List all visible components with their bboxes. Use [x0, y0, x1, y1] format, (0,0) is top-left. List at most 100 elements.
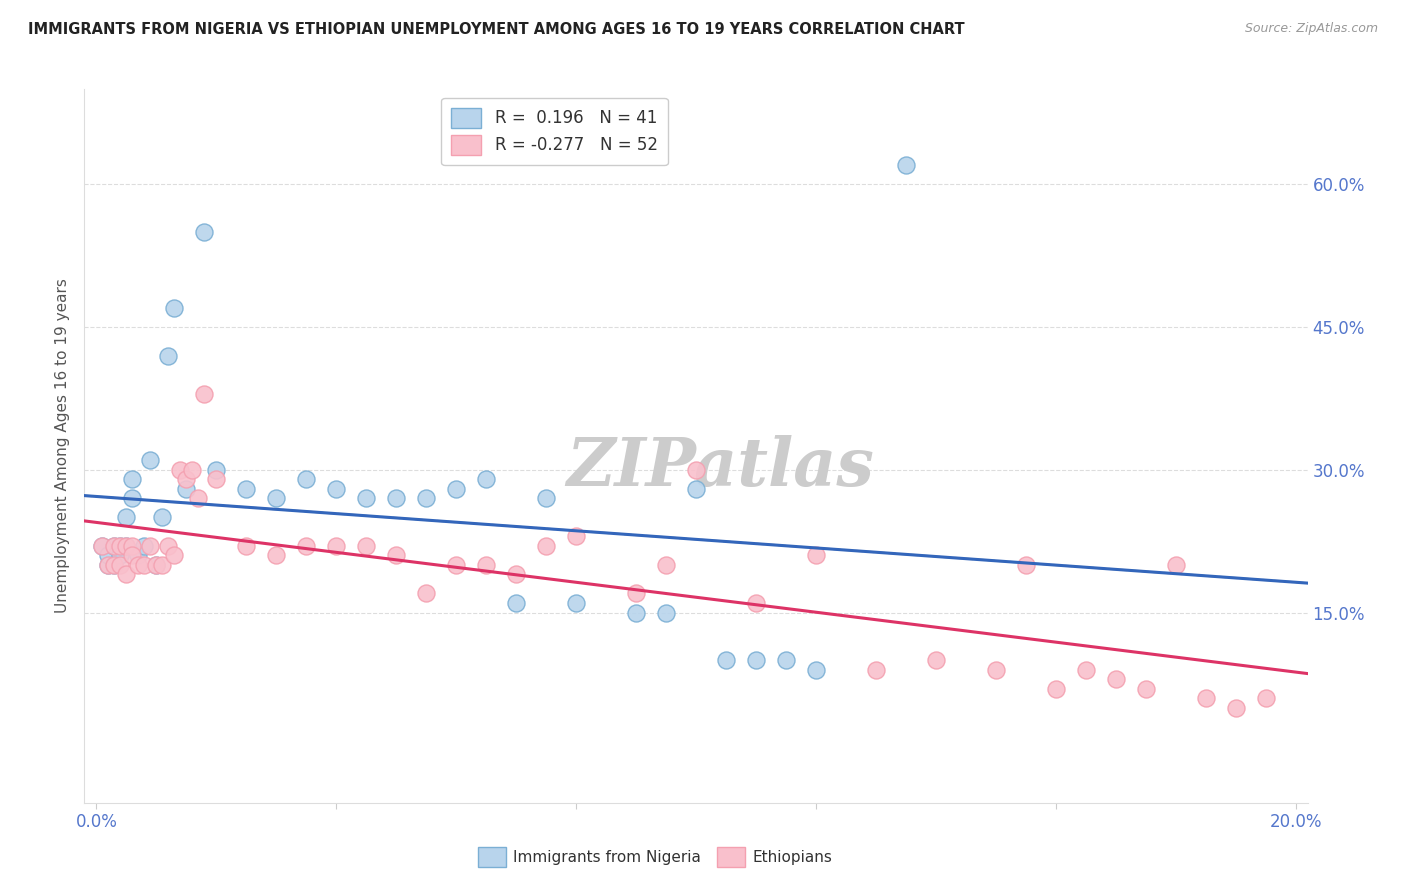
Point — [121, 472, 143, 486]
Point — [110, 558, 132, 572]
Point — [97, 558, 120, 572]
Point — [505, 596, 527, 610]
Text: Ethiopians: Ethiopians — [752, 850, 832, 864]
Point — [169, 463, 191, 477]
Point — [475, 558, 498, 572]
Point — [534, 491, 557, 506]
Y-axis label: Unemployment Among Ages 16 to 19 years: Unemployment Among Ages 16 to 19 years — [55, 278, 70, 614]
Text: ZIPatlas: ZIPatlas — [567, 435, 875, 500]
Point — [1164, 558, 1187, 572]
Point — [624, 606, 647, 620]
Point — [97, 549, 120, 563]
Point — [565, 529, 588, 543]
Point — [115, 539, 138, 553]
Point — [1225, 700, 1247, 714]
Point — [139, 539, 162, 553]
Point — [103, 539, 125, 553]
Point — [157, 349, 180, 363]
Text: IMMIGRANTS FROM NIGERIA VS ETHIOPIAN UNEMPLOYMENT AMONG AGES 16 TO 19 YEARS CORR: IMMIGRANTS FROM NIGERIA VS ETHIOPIAN UNE… — [28, 22, 965, 37]
Point — [655, 558, 678, 572]
Point — [91, 539, 114, 553]
Point — [444, 482, 467, 496]
Point — [415, 491, 437, 506]
Point — [1015, 558, 1038, 572]
Point — [103, 539, 125, 553]
Point — [121, 539, 143, 553]
Point — [865, 663, 887, 677]
Point — [205, 463, 228, 477]
Point — [264, 549, 287, 563]
Point — [385, 491, 408, 506]
Point — [187, 491, 209, 506]
Point — [1105, 672, 1128, 686]
Point — [121, 491, 143, 506]
Point — [264, 491, 287, 506]
Point — [354, 539, 377, 553]
Point — [295, 472, 318, 486]
Point — [157, 539, 180, 553]
Point — [205, 472, 228, 486]
Legend: R =  0.196   N = 41, R = -0.277   N = 52: R = 0.196 N = 41, R = -0.277 N = 52 — [441, 97, 668, 165]
Text: Source: ZipAtlas.com: Source: ZipAtlas.com — [1244, 22, 1378, 36]
Point — [894, 158, 917, 172]
Point — [325, 482, 347, 496]
Point — [139, 453, 162, 467]
Point — [1045, 681, 1067, 696]
Point — [181, 463, 204, 477]
Point — [444, 558, 467, 572]
Point — [534, 539, 557, 553]
Point — [193, 386, 215, 401]
Point — [103, 558, 125, 572]
Point — [1194, 691, 1216, 706]
Point — [505, 567, 527, 582]
Point — [1135, 681, 1157, 696]
Point — [110, 549, 132, 563]
Point — [115, 510, 138, 524]
Point — [174, 482, 197, 496]
Point — [134, 539, 156, 553]
Point — [103, 558, 125, 572]
Point — [235, 539, 257, 553]
Point — [775, 653, 797, 667]
Point — [174, 472, 197, 486]
Point — [115, 539, 138, 553]
Point — [565, 596, 588, 610]
Point — [1074, 663, 1097, 677]
Point — [685, 482, 707, 496]
Point — [475, 472, 498, 486]
Point — [127, 558, 149, 572]
Text: Immigrants from Nigeria: Immigrants from Nigeria — [513, 850, 702, 864]
Point — [97, 558, 120, 572]
Point — [235, 482, 257, 496]
Point — [354, 491, 377, 506]
Point — [91, 539, 114, 553]
Point — [110, 539, 132, 553]
Point — [115, 567, 138, 582]
Point — [714, 653, 737, 667]
Point — [804, 663, 827, 677]
Point — [745, 653, 768, 667]
Point — [145, 558, 167, 572]
Point — [804, 549, 827, 563]
Point — [121, 549, 143, 563]
Point — [193, 225, 215, 239]
Point — [295, 539, 318, 553]
Point — [150, 558, 173, 572]
Point — [984, 663, 1007, 677]
Point — [415, 586, 437, 600]
Point — [110, 539, 132, 553]
Point — [1254, 691, 1277, 706]
Point — [745, 596, 768, 610]
Point — [150, 510, 173, 524]
Point — [655, 606, 678, 620]
Point — [925, 653, 948, 667]
Point — [325, 539, 347, 553]
Point — [624, 586, 647, 600]
Point — [163, 301, 186, 315]
Point — [145, 558, 167, 572]
Point — [127, 549, 149, 563]
Point — [385, 549, 408, 563]
Point — [685, 463, 707, 477]
Point — [134, 558, 156, 572]
Point — [163, 549, 186, 563]
